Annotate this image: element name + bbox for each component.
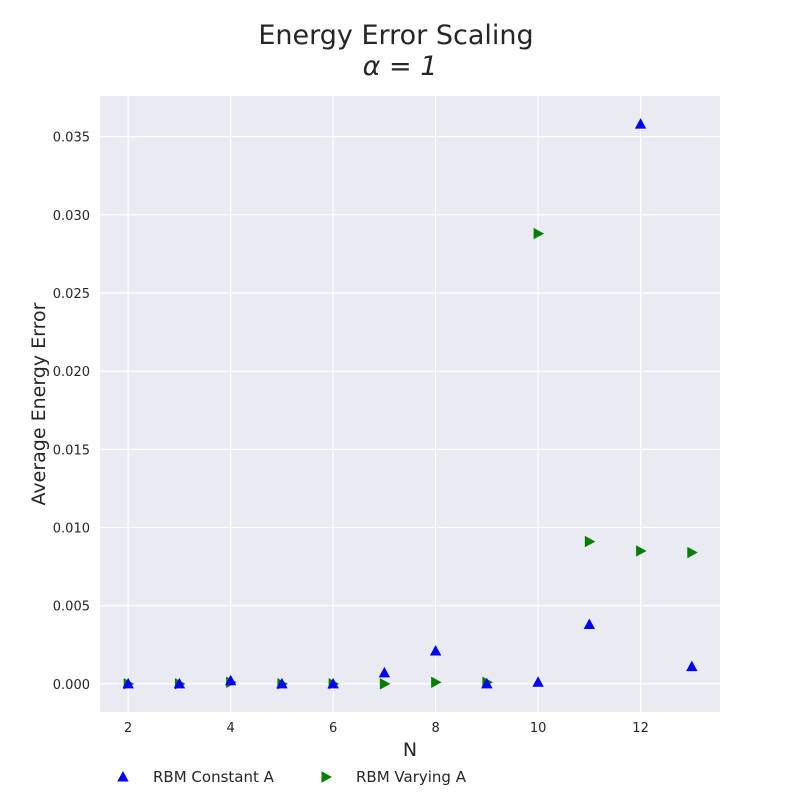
point-varying-a — [379, 678, 391, 690]
grid-lines — [100, 96, 720, 712]
y-tick-label: 0.005 — [53, 600, 90, 615]
point-constant-a — [429, 645, 442, 656]
point-constant-a — [224, 674, 237, 686]
x-axis-label: N — [403, 739, 417, 761]
plot-area — [100, 96, 720, 712]
y-tick-label: 0.015 — [53, 443, 90, 458]
point-varying-a — [431, 676, 442, 688]
y-tick-label: 0.035 — [53, 131, 90, 146]
legend: RBM Constant A RBM Varying A — [117, 768, 467, 786]
point-varying-a — [584, 535, 596, 548]
x-tick-label: 2 — [124, 721, 132, 736]
legend-label-varying-a: RBM Varying A — [356, 768, 467, 786]
y-tick-label: 0.030 — [53, 209, 90, 224]
point-constant-a — [686, 660, 698, 672]
data-points — [122, 118, 698, 690]
point-constant-a — [327, 677, 339, 689]
chart-subtitle: α = 1 — [363, 51, 438, 82]
y-tick-label: 0.020 — [53, 365, 90, 380]
x-tick-label: 6 — [329, 721, 337, 736]
legend-label-constant-a: RBM Constant A — [153, 768, 275, 786]
point-varying-a — [687, 546, 698, 559]
point-constant-a — [583, 618, 596, 629]
point-constant-a — [173, 677, 186, 689]
legend-marker-constant-a — [117, 771, 129, 782]
y-tick-label: 0.025 — [53, 287, 90, 302]
x-tick-label: 12 — [632, 721, 649, 736]
x-tick-label: 4 — [227, 721, 235, 736]
y-axis-label: Average Energy Error — [28, 302, 50, 505]
point-varying-a — [533, 227, 545, 240]
point-constant-a — [634, 118, 647, 129]
x-tick-labels: 2 4 6 8 10 12 — [124, 721, 649, 736]
point-constant-a — [378, 666, 391, 678]
y-tick-labels: 0.000 0.005 0.010 0.015 0.020 0.025 0.030 0.035 — [53, 131, 90, 693]
point-varying-a — [636, 545, 647, 557]
y-tick-label: 0.000 — [53, 678, 90, 693]
x-tick-label: 10 — [530, 721, 547, 736]
point-constant-a — [276, 677, 288, 689]
legend-marker-varying-a — [321, 771, 332, 783]
y-tick-label: 0.010 — [53, 522, 90, 537]
x-tick-label: 8 — [431, 721, 439, 736]
point-constant-a — [122, 677, 134, 689]
chart-title: Energy Error Scaling — [258, 20, 533, 51]
point-constant-a — [532, 676, 544, 687]
point-constant-a — [481, 677, 493, 689]
